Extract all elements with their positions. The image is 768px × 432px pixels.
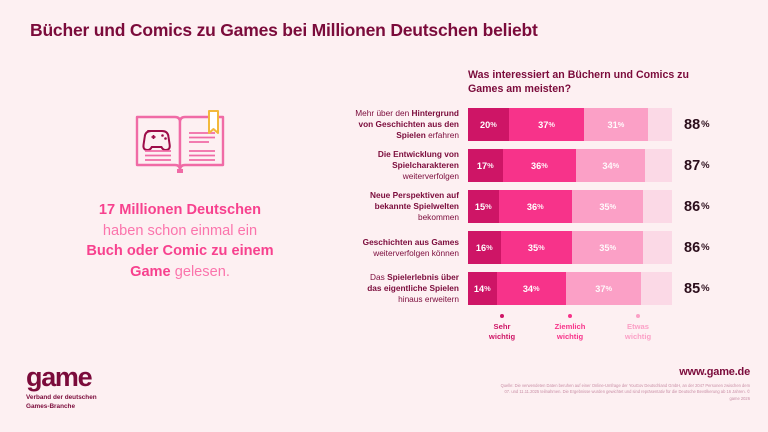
row-label-line2-bold: bekannte Spielwelten bbox=[374, 201, 459, 212]
statement-line-4-rest: gelesen. bbox=[170, 264, 230, 281]
left-statement-panel: 17 Millionen Deutschen haben schon einma… bbox=[20, 105, 340, 283]
bar-track: 17% 36% 34% bbox=[468, 149, 672, 182]
website-url[interactable]: www.game.de bbox=[679, 366, 750, 378]
bar-segment-sehr-wichtig: 20% bbox=[468, 108, 509, 141]
logo-wordmark: game bbox=[26, 362, 93, 392]
stacked-bar-chart: Mehr über den Hintergrund von Geschichte… bbox=[332, 108, 742, 313]
row-label-line2-bold: Spielcharakteren bbox=[392, 160, 459, 171]
bar-segment-etwas-wichtig: 35% bbox=[572, 190, 644, 223]
bar-segment-etwas-wichtig: 37% bbox=[565, 272, 642, 305]
statement-line-4-bold: Game bbox=[130, 264, 171, 281]
row-total: 87% bbox=[684, 157, 710, 174]
bar-segment-etwas-wichtig: 31% bbox=[584, 108, 648, 141]
row-label-line1-reg: Das bbox=[370, 272, 388, 283]
legend-dot-icon bbox=[500, 314, 504, 318]
row-label-line1-bold: Spielerlebnis über bbox=[387, 272, 459, 283]
row-label-line1-bold: Geschichten aus Games bbox=[362, 236, 459, 247]
row-label-line2-bold: von Geschichten aus den bbox=[358, 119, 459, 130]
legend-dot-icon bbox=[636, 314, 640, 318]
row-label-line2-bold: das eigentliche Spielen bbox=[367, 283, 459, 294]
bar-segment-etwas-wichtig: 34% bbox=[576, 149, 646, 182]
row-label: Geschichten aus Games weiterverfolgen kö… bbox=[332, 231, 468, 264]
row-total: 88% bbox=[684, 116, 710, 133]
legend-label-line2: wichtig bbox=[488, 331, 516, 341]
legend-dot-icon bbox=[568, 314, 572, 318]
chart-legend: Sehr wichtig Ziemlich wichtig Etwas wich… bbox=[468, 314, 680, 342]
legend-label-line1: Etwas bbox=[627, 322, 649, 331]
logo-subtitle-line1: Verband der deutschen bbox=[26, 394, 97, 401]
logo-subtitle: Verband der deutschen Games-Branche bbox=[26, 394, 97, 412]
bar-segment-sehr-wichtig: 15% bbox=[468, 190, 499, 223]
bar-segment-ziemlich-wichtig: 37% bbox=[508, 108, 585, 141]
row-label-line3-reg: weiterverfolgen können bbox=[373, 247, 459, 258]
bar-track: 14% 34% 37% bbox=[468, 272, 672, 305]
bar-segment-ziemlich-wichtig: 36% bbox=[498, 190, 573, 223]
table-row: Neue Perspektiven auf bekannte Spielwelt… bbox=[332, 190, 742, 223]
logo-subtitle-line2: Games-Branche bbox=[26, 402, 76, 410]
bar-segment-sehr-wichtig: 17% bbox=[468, 149, 503, 182]
row-label: Die Entwicklung von Spielcharakteren wei… bbox=[332, 149, 468, 182]
bar-segment-sehr-wichtig: 16% bbox=[468, 231, 501, 264]
left-statement-text: 17 Millionen Deutschen haben schon einma… bbox=[20, 200, 340, 283]
legend-item-etwas-wichtig: Etwas wichtig bbox=[604, 314, 672, 342]
table-row: Geschichten aus Games weiterverfolgen kö… bbox=[332, 231, 742, 264]
row-label-line3-reg: hinaus erweitern bbox=[398, 293, 459, 304]
bar-track: 20% 37% 31% bbox=[468, 108, 672, 141]
page-title: Bücher und Comics zu Games bei Millionen… bbox=[30, 20, 538, 40]
row-total: 86% bbox=[684, 198, 710, 215]
row-label-line3-bold: Spielen bbox=[396, 129, 426, 140]
row-label-line1-bold: Neue Perspektiven auf bbox=[370, 190, 459, 201]
legend-label-line1: Sehr bbox=[493, 322, 511, 331]
source-note: Quelle: Die verwendeten Daten beruhen au… bbox=[500, 383, 750, 401]
legend-item-sehr-wichtig: Sehr wichtig bbox=[468, 314, 536, 342]
row-label-line1-reg: Mehr über den bbox=[355, 108, 412, 119]
open-book-with-gamepad-icon bbox=[20, 105, 340, 182]
legend-label-line1: Ziemlich bbox=[554, 322, 586, 331]
bar-track: 16% 35% 35% bbox=[468, 231, 672, 264]
statement-line-1: 17 Millionen Deutschen bbox=[98, 202, 262, 218]
table-row: Die Entwicklung von Spielcharakteren wei… bbox=[332, 149, 742, 182]
row-label: Mehr über den Hintergrund von Geschichte… bbox=[332, 108, 468, 141]
legend-item-ziemlich-wichtig: Ziemlich wichtig bbox=[536, 314, 604, 342]
table-row: Mehr über den Hintergrund von Geschichte… bbox=[332, 108, 742, 141]
row-label: Das Spielerlebnis über das eigentliche S… bbox=[332, 272, 468, 305]
statement-line-3: Buch oder Comic zu einem bbox=[86, 243, 274, 260]
game-logo: game Verband der deutschen Games-Branche bbox=[26, 364, 97, 412]
row-label-line3-reg: weiterverfolgen bbox=[402, 170, 459, 181]
bar-track: 15% 36% 35% bbox=[468, 190, 672, 223]
bar-segment-etwas-wichtig: 35% bbox=[572, 231, 644, 264]
table-row: Das Spielerlebnis über das eigentliche S… bbox=[332, 272, 742, 305]
chart-question-heading: Was interessiert an Büchern und Comics z… bbox=[468, 69, 689, 96]
row-label-line1-bold: Die Entwicklung von bbox=[377, 149, 459, 160]
legend-label-line2: wichtig bbox=[624, 331, 652, 341]
legend-label-line2: wichtig bbox=[556, 331, 584, 341]
bar-segment-ziemlich-wichtig: 35% bbox=[500, 231, 573, 264]
bar-segment-sehr-wichtig: 14% bbox=[468, 272, 497, 305]
statement-line-2: haben schon einmal ein bbox=[102, 222, 258, 239]
row-total: 85% bbox=[684, 280, 710, 297]
row-label-line3-reg: erfahren bbox=[425, 129, 459, 140]
row-label-line1-bold: Hintergrund bbox=[411, 108, 459, 119]
row-total: 86% bbox=[684, 239, 710, 256]
row-label: Neue Perspektiven auf bekannte Spielwelt… bbox=[332, 190, 468, 223]
row-label-line3-reg: bekommen bbox=[417, 211, 459, 222]
bar-segment-ziemlich-wichtig: 34% bbox=[496, 272, 566, 305]
bar-segment-ziemlich-wichtig: 36% bbox=[502, 149, 577, 182]
footer-right: www.game.de Quelle: Die verwendeten Date… bbox=[495, 366, 751, 402]
